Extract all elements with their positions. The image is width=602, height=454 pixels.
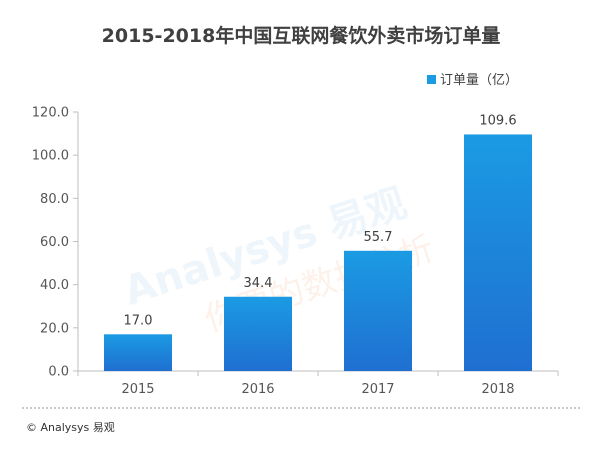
- y-axis-ticks: 0.0 20.0 40.0 60.0 80.0 100.0 120.0: [32, 106, 69, 380]
- y-tick-label: 60.0: [40, 235, 69, 250]
- y-tick-label: 40.0: [40, 278, 69, 293]
- bar-2016: [224, 296, 292, 371]
- bar-2018: [464, 134, 532, 371]
- data-label-2018: 109.6: [479, 113, 516, 128]
- bar-2017: [344, 250, 412, 371]
- legend-label: 订单量（亿）: [440, 73, 518, 88]
- y-tick-label: 100.0: [32, 149, 69, 164]
- data-label-2016: 34.4: [244, 276, 273, 291]
- y-tick-label: 20.0: [40, 321, 69, 336]
- data-label-2015: 17.0: [124, 313, 153, 328]
- x-tick-label: 2018: [481, 382, 514, 397]
- y-tick-label: 120.0: [32, 106, 69, 121]
- x-tick-label: 2015: [121, 382, 154, 397]
- x-tick-label: 2016: [241, 382, 274, 397]
- data-labels: 17.0 34.4 55.7 109.6: [124, 113, 517, 328]
- y-tick-label: 0.0: [48, 365, 69, 380]
- x-axis-ticks: 2015 2016 2017 2018: [121, 382, 514, 397]
- bar-2015: [104, 334, 172, 371]
- footer-copyright: © Analysys 易观: [26, 421, 115, 434]
- legend: 订单量（亿）: [427, 73, 518, 88]
- chart-title: 2015-2018年中国互联网餐饮外卖市场订单量: [102, 24, 501, 47]
- y-tick-label: 80.0: [40, 192, 69, 207]
- x-tick-label: 2017: [361, 382, 394, 397]
- bars: [104, 134, 532, 371]
- data-label-2017: 55.7: [364, 230, 393, 245]
- legend-swatch: [427, 75, 436, 84]
